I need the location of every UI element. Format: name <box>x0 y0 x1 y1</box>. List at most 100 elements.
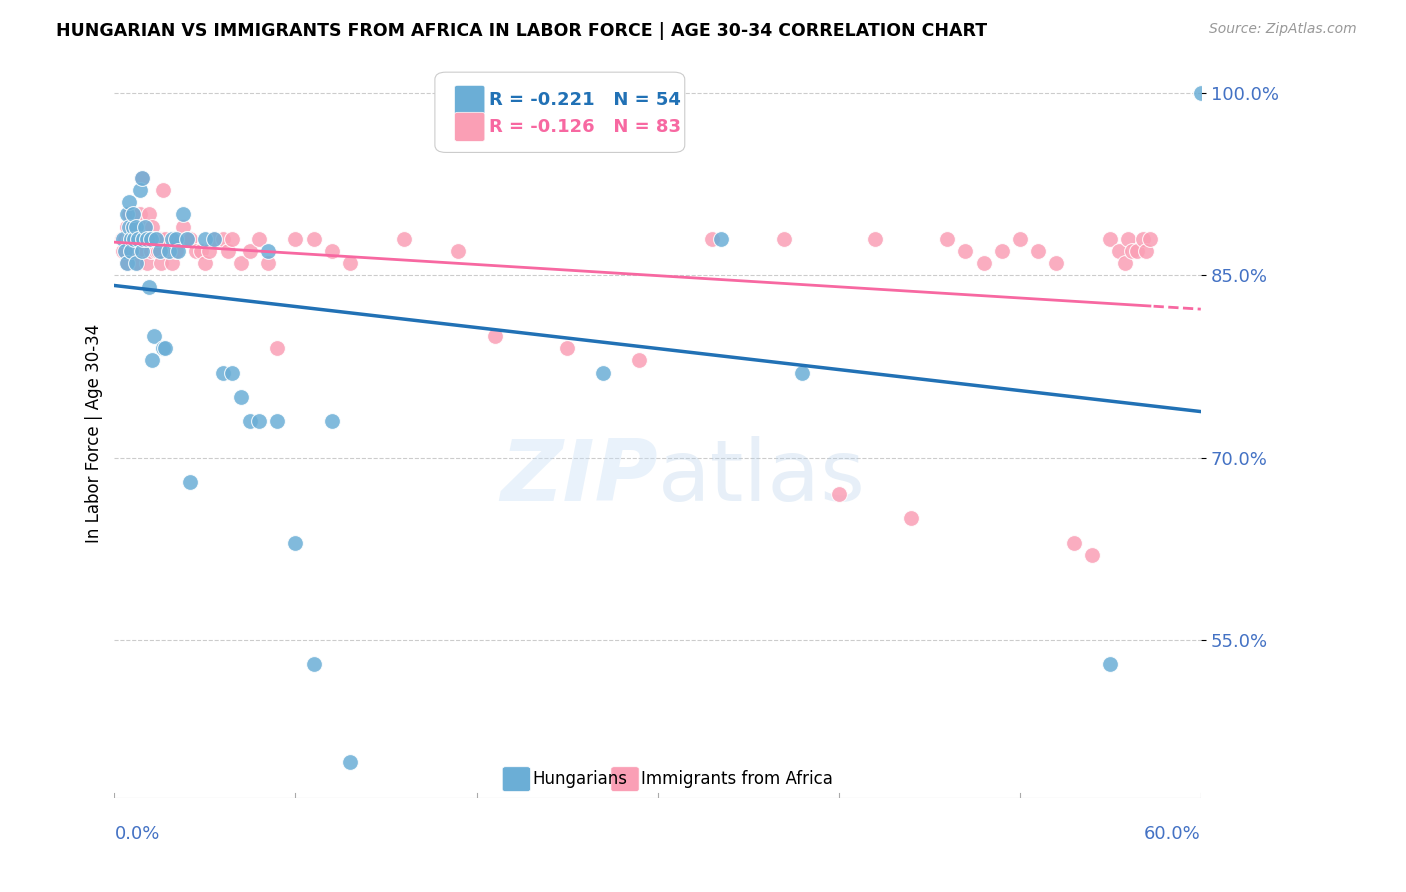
Point <box>247 414 270 428</box>
Point <box>1026 244 1049 258</box>
Point <box>1139 232 1161 246</box>
Point <box>162 256 184 270</box>
Point <box>231 256 253 270</box>
Point <box>111 232 134 246</box>
Text: ZIP: ZIP <box>501 435 658 518</box>
Point <box>710 232 733 246</box>
Point <box>127 256 149 270</box>
Text: 0.0%: 0.0% <box>114 825 160 843</box>
Point <box>162 232 184 246</box>
Point <box>118 219 141 234</box>
Point <box>112 244 135 258</box>
Point <box>339 256 361 270</box>
Point <box>134 219 156 234</box>
Point <box>125 219 148 234</box>
Point <box>152 183 174 197</box>
Point <box>165 232 187 246</box>
Point <box>149 232 172 246</box>
Point <box>321 414 343 428</box>
Point <box>132 232 155 246</box>
Point <box>170 232 193 246</box>
FancyBboxPatch shape <box>502 767 530 791</box>
Point <box>1099 232 1122 246</box>
Point <box>202 232 225 246</box>
Point <box>153 232 176 246</box>
Point <box>120 232 142 246</box>
Text: HUNGARIAN VS IMMIGRANTS FROM AFRICA IN LABOR FORCE | AGE 30-34 CORRELATION CHART: HUNGARIAN VS IMMIGRANTS FROM AFRICA IN L… <box>56 22 987 40</box>
Point <box>773 232 796 246</box>
Point <box>150 256 173 270</box>
Point <box>1121 244 1143 258</box>
Point <box>157 244 180 258</box>
Text: Source: ZipAtlas.com: Source: ZipAtlas.com <box>1209 22 1357 37</box>
Point <box>628 353 651 368</box>
Point <box>239 414 262 428</box>
Point <box>143 329 166 343</box>
Point <box>190 244 212 258</box>
Point <box>132 232 155 246</box>
Text: Hungarians: Hungarians <box>533 770 627 789</box>
Point <box>141 219 163 234</box>
Point <box>1108 244 1130 258</box>
Point <box>166 232 188 246</box>
Point <box>218 244 240 258</box>
Point <box>266 341 288 355</box>
Point <box>665 86 688 100</box>
Point <box>179 475 201 489</box>
Point <box>284 535 307 549</box>
Y-axis label: In Labor Force | Age 30-34: In Labor Force | Age 30-34 <box>86 324 103 543</box>
Point <box>1099 657 1122 672</box>
Point <box>257 256 280 270</box>
Point <box>120 244 142 258</box>
Point <box>145 244 167 258</box>
Point <box>231 390 253 404</box>
Point <box>212 232 235 246</box>
Point <box>121 207 143 221</box>
Point <box>257 244 280 258</box>
Point <box>118 207 141 221</box>
Point <box>592 366 614 380</box>
FancyBboxPatch shape <box>454 112 485 142</box>
Point <box>197 244 219 258</box>
Text: Immigrants from Africa: Immigrants from Africa <box>641 770 834 789</box>
Point <box>266 414 288 428</box>
Point <box>136 256 159 270</box>
Point <box>131 171 153 186</box>
Point <box>321 244 343 258</box>
Point <box>176 232 198 246</box>
Point <box>134 219 156 234</box>
Point <box>1063 535 1085 549</box>
Point <box>166 244 188 258</box>
Point <box>131 244 153 258</box>
Point <box>973 256 995 270</box>
Point <box>447 244 470 258</box>
Point <box>118 232 141 246</box>
Point <box>936 232 959 246</box>
Point <box>179 232 201 246</box>
Point <box>555 341 578 355</box>
Point <box>239 244 262 258</box>
Point <box>152 341 174 355</box>
Point <box>1081 548 1104 562</box>
Point <box>1126 244 1149 258</box>
Point <box>118 195 141 210</box>
Point <box>176 232 198 246</box>
Point <box>112 232 135 246</box>
Point <box>212 366 235 380</box>
Text: R = -0.221   N = 54: R = -0.221 N = 54 <box>489 91 681 109</box>
Point <box>827 487 849 501</box>
Point <box>1008 232 1031 246</box>
Point <box>1135 244 1157 258</box>
Point <box>131 244 153 258</box>
Point <box>120 219 142 234</box>
FancyBboxPatch shape <box>454 86 485 114</box>
Point <box>990 244 1012 258</box>
Point <box>1114 256 1136 270</box>
Point <box>792 366 814 380</box>
Point <box>202 232 225 246</box>
Point <box>1118 232 1140 246</box>
Point <box>124 232 146 246</box>
Point <box>247 232 270 246</box>
FancyBboxPatch shape <box>434 72 685 153</box>
Point <box>149 244 172 258</box>
